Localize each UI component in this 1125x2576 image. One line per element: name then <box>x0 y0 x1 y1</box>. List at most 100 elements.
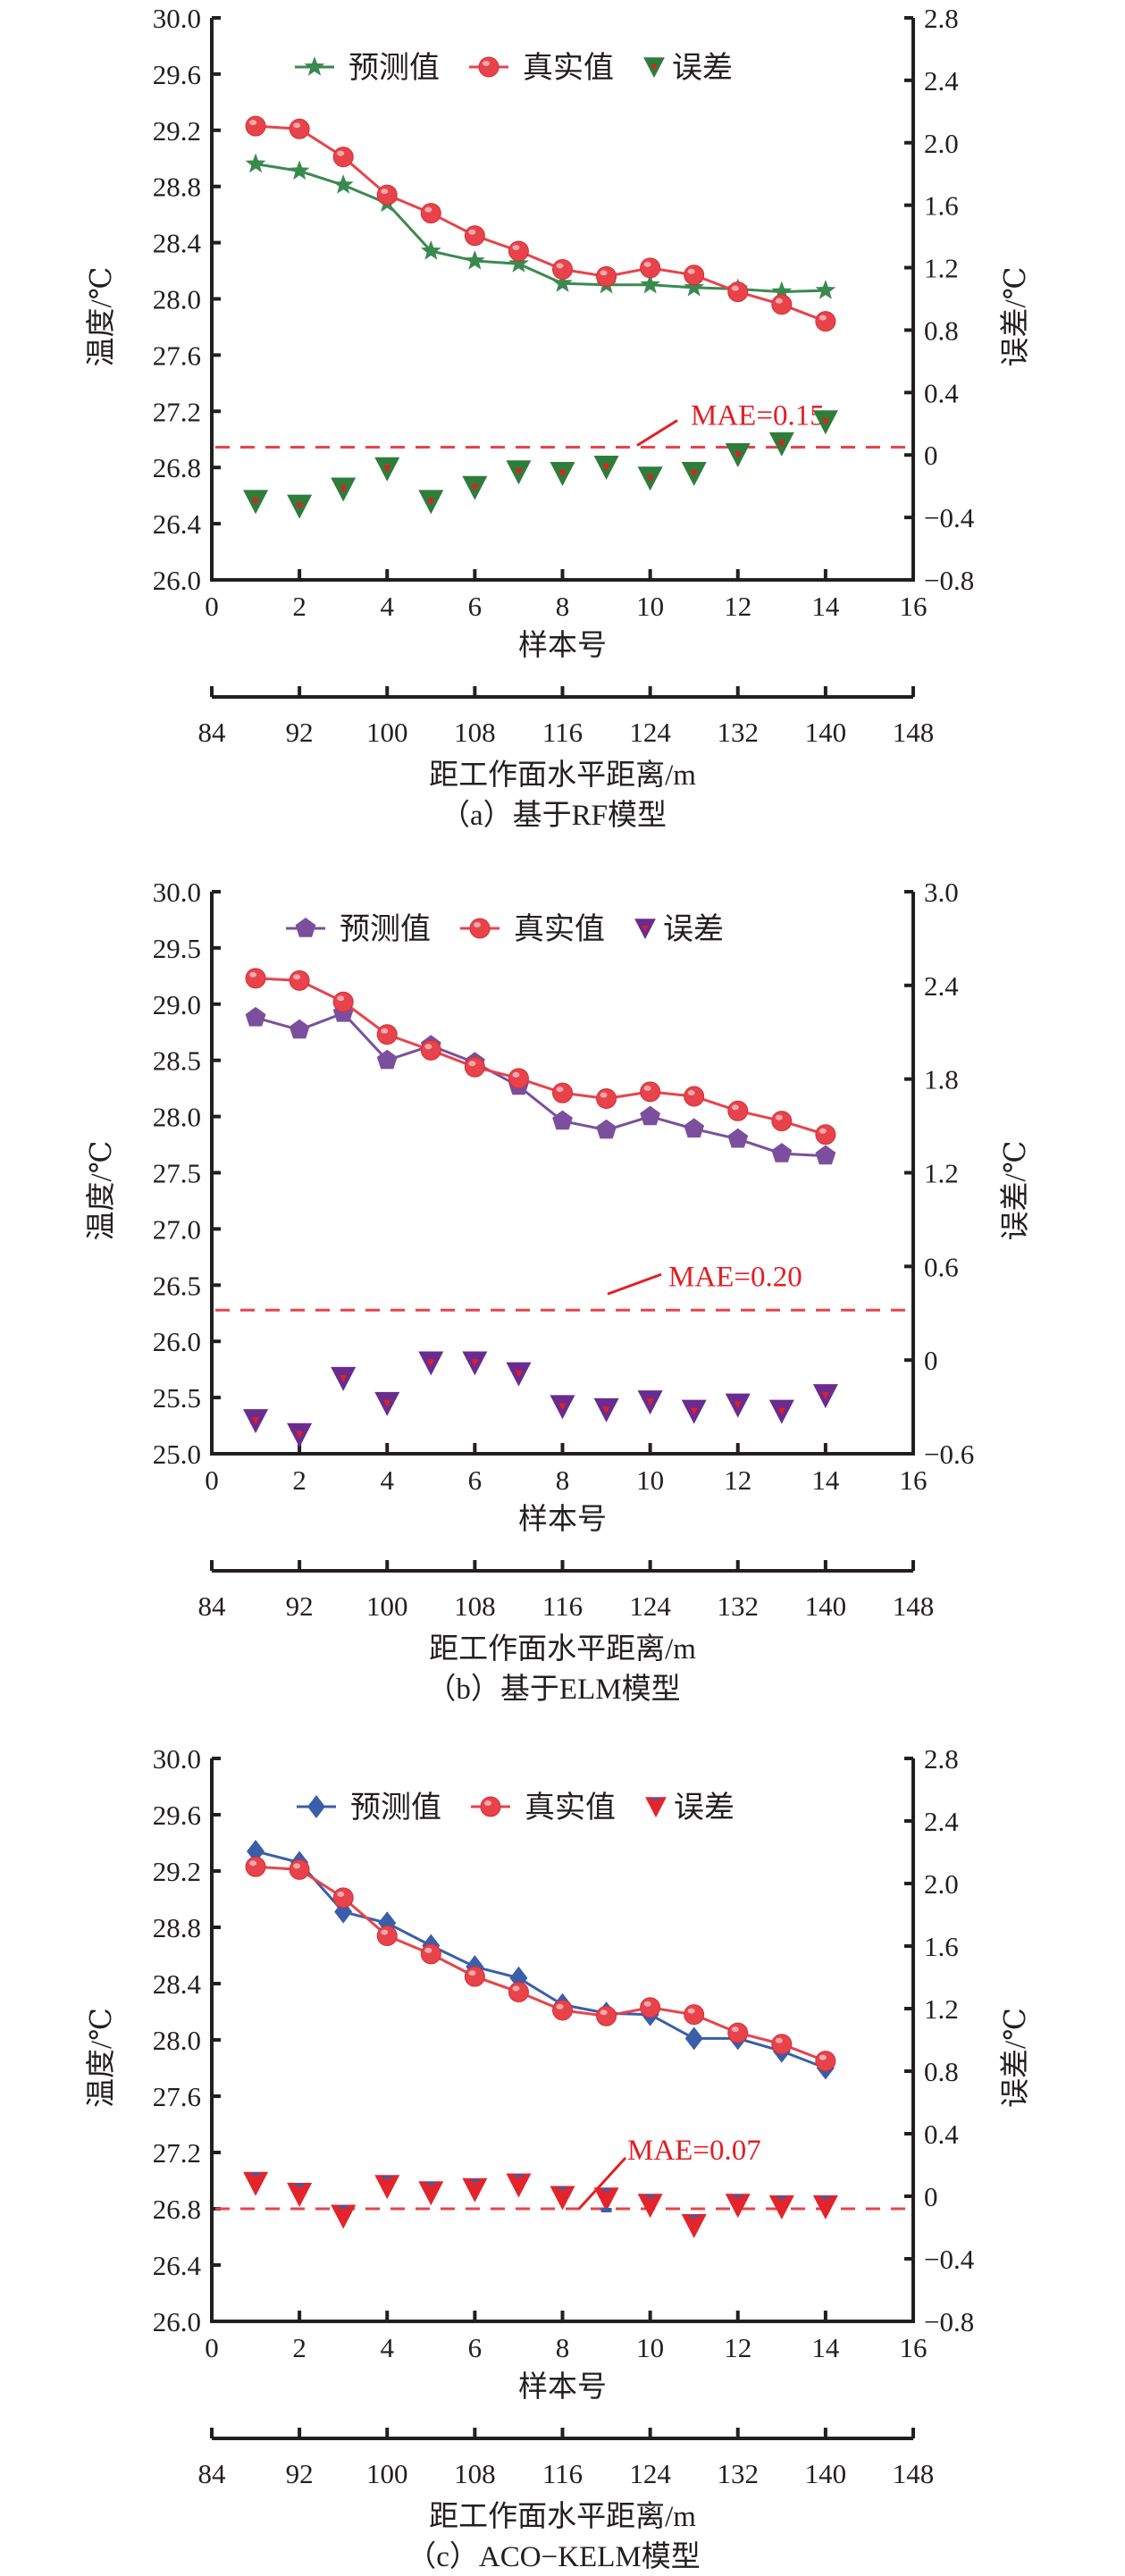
data-point-3 <box>332 147 354 168</box>
data-point-8-inner <box>558 469 567 477</box>
right-y-tick-label: 1.2 <box>924 1993 959 2025</box>
data-point-4-inner <box>383 465 391 473</box>
data-point-10-highlight <box>643 1085 651 1091</box>
legend-predicted-label: 预测值 <box>348 51 440 85</box>
x-tick-label: 4 <box>381 1464 395 1496</box>
data-point-10-inner <box>646 474 654 482</box>
x-tick-label: 0 <box>205 2332 219 2363</box>
legend-error-marker <box>645 1797 667 1818</box>
left-y-tick-label: 26.8 <box>153 2194 201 2225</box>
data-point-14-inner <box>821 1392 829 1400</box>
data-point-1-inner <box>252 498 260 506</box>
data-point-9 <box>596 1087 617 1109</box>
data-point-10 <box>640 1105 660 1126</box>
data-point-4-highlight <box>381 1028 389 1034</box>
data-point-9-highlight <box>600 1092 608 1098</box>
left-y-tick-label: 26.5 <box>153 1270 201 1301</box>
left-y-tick-label: 28.8 <box>153 172 201 203</box>
x-tick-label: 6 <box>468 1464 483 1496</box>
legend-predicted-label: 预测值 <box>340 912 431 946</box>
x-tick-label: 8 <box>556 591 570 622</box>
left-y-axis-title: 温度/℃ <box>85 2008 118 2108</box>
left-y-tick-label: 28.4 <box>153 228 202 259</box>
data-point-5 <box>420 1039 441 1061</box>
data-point-4 <box>376 1024 398 1045</box>
data-point-2-highlight <box>293 122 301 129</box>
data-point-12-inner <box>733 2194 743 2198</box>
data-point-9-highlight <box>600 2010 608 2016</box>
distance-tick-label: 116 <box>542 2458 583 2489</box>
data-point-12-inner <box>734 1401 742 1409</box>
data-point-13-highlight <box>775 298 783 304</box>
x-tick-label: 8 <box>556 2332 570 2363</box>
data-point-3-inner <box>339 2205 348 2209</box>
right-y-tick-label: 0.8 <box>924 2056 959 2087</box>
distance-tick-label: 84 <box>198 717 227 748</box>
x-tick-label: 2 <box>292 591 306 622</box>
data-point-2 <box>289 160 310 180</box>
left-y-tick-label: 29.0 <box>153 989 201 1020</box>
distance-tick-label: 84 <box>198 1590 227 1622</box>
distance-tick-label: 124 <box>629 1590 671 1622</box>
panel-caption: （b）基于ELM模型 <box>426 1673 680 1706</box>
right-y-tick-label: 0.4 <box>924 377 959 408</box>
data-point-6-highlight <box>468 1970 476 1976</box>
distance-axis-title: 距工作面水平距离/m <box>429 1632 696 1666</box>
data-point-9-inner <box>602 463 610 471</box>
panel-b-elm-model: 25.0 25.5 26.0 26.5 27.0 27.5 28.0 28.5 29.0 29.5… <box>85 877 1032 1706</box>
data-point-4 <box>376 184 398 206</box>
data-point-4-inner <box>382 2176 392 2179</box>
left-y-tick-label: 25.0 <box>153 1439 201 1470</box>
right-y-tick-label: 2.0 <box>924 1868 959 1900</box>
right-y-tick-label: 1.2 <box>924 1158 959 1189</box>
data-point-11 <box>681 2214 707 2238</box>
distance-tick-label: 108 <box>454 2458 496 2489</box>
left-y-tick-label: 28.0 <box>153 1102 201 1133</box>
distance-axis-title: 距工作面水平距离/m <box>429 2500 696 2533</box>
data-point-3 <box>332 174 354 194</box>
distance-tick-label: 100 <box>366 717 408 748</box>
left-y-tick-label: 26.4 <box>153 2250 202 2281</box>
distance-tick-label: 92 <box>286 717 314 748</box>
data-point-9 <box>596 265 617 287</box>
data-point-8 <box>550 2186 575 2211</box>
data-point-6-highlight <box>468 1061 476 1067</box>
data-point-2-highlight <box>293 974 301 980</box>
data-point-9-highlight <box>600 270 608 276</box>
legend: 预测值 真实值 误差 <box>295 51 733 85</box>
left-y-axis-title: 温度/℃ <box>85 266 118 366</box>
right-y-tick-label: −0.6 <box>924 1439 974 1470</box>
data-point-11 <box>684 276 705 297</box>
data-point-6 <box>464 225 485 247</box>
series-error <box>243 410 838 519</box>
data-point-14-highlight <box>819 1128 827 1134</box>
distance-tick-label: 132 <box>718 1590 760 1622</box>
series-error <box>243 2171 838 2238</box>
right-y-tick-label: 0.6 <box>924 1251 959 1282</box>
x-tick-label: 8 <box>556 1464 570 1496</box>
data-point-6 <box>464 1056 485 1078</box>
x-tick-label: 10 <box>636 591 664 622</box>
distance-tick-label: 124 <box>629 2458 671 2489</box>
data-point-5 <box>420 240 441 260</box>
series-predicted <box>245 153 836 301</box>
left-y-tick-label: 29.5 <box>153 933 201 964</box>
legend-actual-marker-highlight <box>484 1800 491 1806</box>
data-point-9 <box>596 2005 617 2026</box>
data-point-10-inner <box>645 2194 655 2198</box>
data-point-14-inner <box>821 418 829 426</box>
data-point-8-inner <box>558 2186 567 2190</box>
data-point-12 <box>727 2022 749 2043</box>
right-y-tick-label: 0.4 <box>924 2119 959 2150</box>
data-point-1-inner <box>252 1417 260 1425</box>
panel-a-rf-model: 26.0 26.4 26.8 27.2 27.6 28.0 28.4 28.8 29.2 29.6… <box>85 3 1032 832</box>
data-point-1 <box>245 1856 266 1877</box>
data-point-2 <box>289 1859 310 1880</box>
data-point-10 <box>640 257 661 279</box>
panel-caption: （c）ACO−KELM模型 <box>407 2540 700 2573</box>
data-point-8 <box>552 1110 573 1130</box>
data-point-13 <box>771 1143 793 1162</box>
data-point-1 <box>245 153 266 173</box>
data-point-10 <box>640 1997 661 2018</box>
data-point-5-highlight <box>424 206 432 213</box>
